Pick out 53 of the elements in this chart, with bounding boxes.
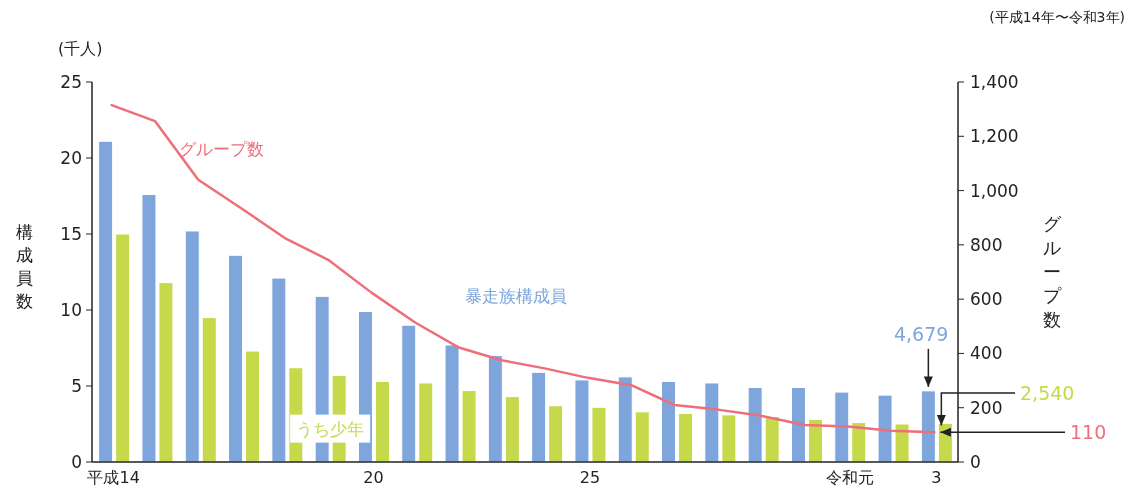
bar xyxy=(228,254,244,463)
bar xyxy=(920,390,936,463)
y2-tick-label: 800 xyxy=(970,234,1003,255)
y-tick-label: 0 xyxy=(71,452,82,472)
bar xyxy=(115,233,131,463)
bar xyxy=(374,380,390,463)
x-tick-label: 3 xyxy=(931,468,942,487)
text: (千人) xyxy=(58,39,103,58)
text: 暴走族構成員 xyxy=(465,286,568,307)
y2-tick-label: 1,000 xyxy=(970,180,1019,201)
series-label: うち少年 xyxy=(296,418,365,439)
bar xyxy=(661,380,677,463)
y2-tick-label: 1,200 xyxy=(970,126,1019,147)
y-axis-title: 構成員数 xyxy=(15,222,33,311)
x-tick-label: 25 xyxy=(579,468,601,487)
y-tick-label: 25 xyxy=(60,72,82,92)
bar xyxy=(531,371,547,463)
annotation: 2,540 xyxy=(1020,381,1075,404)
bar xyxy=(487,355,503,463)
bar xyxy=(245,350,261,463)
bar xyxy=(98,140,114,463)
series-label: グループ数 xyxy=(179,139,265,160)
bar xyxy=(418,382,434,463)
bar xyxy=(851,421,867,463)
y-tick-label: 5 xyxy=(71,376,82,396)
bar xyxy=(184,230,200,463)
bar xyxy=(764,415,780,463)
y2-tick-label: 400 xyxy=(970,343,1003,364)
bar xyxy=(617,376,633,463)
y2-axis-title: グループ数 xyxy=(1043,213,1062,330)
y2-tick-label: 0 xyxy=(970,452,981,472)
bar xyxy=(504,396,520,463)
bar xyxy=(834,391,850,463)
text: (平成14年〜令和3年) xyxy=(989,9,1125,25)
bar xyxy=(790,387,806,463)
y2-tick-label: 1,400 xyxy=(970,72,1019,92)
x-tick-label: 令和元 xyxy=(825,468,874,487)
y2-tick-label: 600 xyxy=(970,289,1003,310)
x-tick-label: 平成14 xyxy=(87,468,140,487)
y-tick-label: 20 xyxy=(60,148,82,168)
bar xyxy=(401,324,417,463)
bar xyxy=(548,405,564,463)
bar xyxy=(747,387,763,463)
x-tick-label: 20 xyxy=(363,468,384,487)
bar xyxy=(678,412,694,463)
y-tick-label: 10 xyxy=(60,300,82,320)
bar xyxy=(201,317,217,463)
text: 110 xyxy=(1070,421,1107,444)
bar xyxy=(634,411,650,463)
annotation: 4,679 xyxy=(893,322,949,345)
y2-tick-label: 200 xyxy=(970,397,1003,418)
y-tick-label: 15 xyxy=(60,224,82,244)
bar xyxy=(807,418,823,463)
